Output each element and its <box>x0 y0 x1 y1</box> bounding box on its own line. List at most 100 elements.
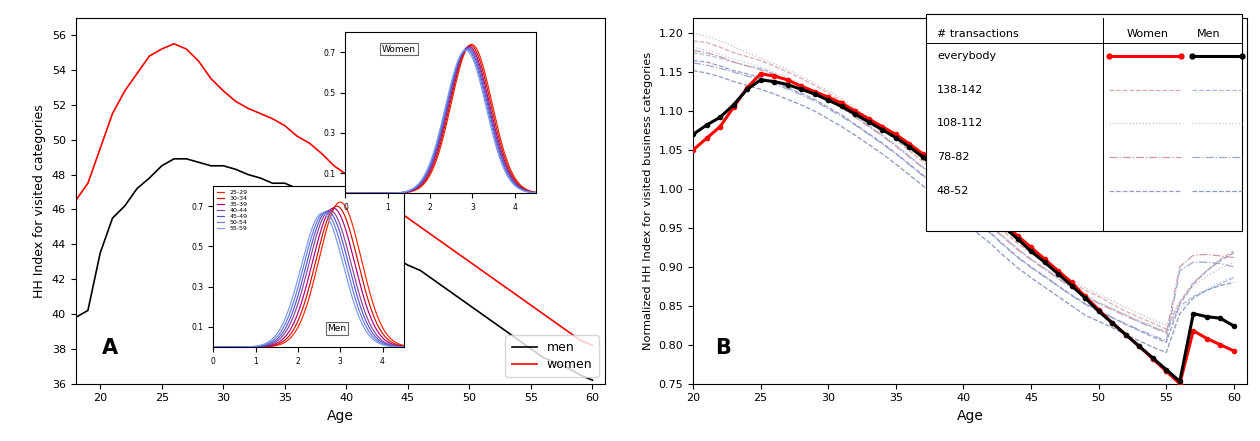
men <box>166 156 181 161</box>
women <box>302 141 318 146</box>
Text: Men: Men <box>1197 29 1221 39</box>
men <box>265 180 280 186</box>
women <box>215 88 231 93</box>
men <box>215 163 231 168</box>
X-axis label: Age: Age <box>326 409 354 423</box>
women <box>68 198 83 203</box>
women <box>499 285 514 291</box>
men <box>241 172 256 177</box>
men <box>117 203 132 209</box>
women <box>265 116 280 121</box>
men <box>375 250 391 256</box>
women <box>253 111 268 116</box>
men <box>486 320 501 325</box>
men <box>314 207 329 212</box>
Text: 78-82: 78-82 <box>937 152 969 162</box>
women <box>450 250 465 256</box>
Text: Women: Women <box>1126 29 1168 39</box>
men <box>154 163 169 168</box>
men <box>561 365 576 370</box>
women <box>105 111 120 116</box>
men <box>548 360 563 366</box>
women <box>142 53 158 59</box>
men <box>290 186 305 191</box>
men <box>388 255 403 261</box>
women <box>401 216 416 221</box>
women <box>572 337 587 343</box>
men <box>130 186 145 191</box>
women <box>228 99 243 104</box>
men <box>179 156 194 161</box>
Text: 138-142: 138-142 <box>937 85 983 94</box>
women <box>352 180 367 186</box>
women <box>93 146 108 151</box>
women <box>425 233 440 238</box>
women <box>154 46 169 52</box>
women <box>523 303 538 308</box>
women <box>326 163 341 168</box>
women <box>412 224 427 229</box>
women <box>548 320 563 325</box>
Text: 108-112: 108-112 <box>937 118 983 128</box>
men <box>253 176 268 181</box>
Text: # transactions: # transactions <box>937 29 1018 39</box>
men <box>326 216 341 221</box>
men <box>192 160 207 165</box>
men <box>352 233 367 238</box>
men <box>339 224 354 229</box>
men <box>412 268 427 273</box>
men <box>523 346 538 351</box>
women <box>339 172 354 177</box>
women <box>277 123 292 128</box>
women <box>585 343 600 348</box>
men <box>499 329 514 334</box>
women <box>512 294 527 299</box>
Bar <box>926 14 1242 231</box>
Text: everybody: everybody <box>937 51 997 61</box>
women <box>375 198 391 203</box>
Line: men: men <box>76 159 592 380</box>
women <box>462 259 478 264</box>
men <box>536 355 551 360</box>
women <box>388 207 403 212</box>
men <box>142 176 158 181</box>
women <box>179 46 194 52</box>
Y-axis label: HH Index for visited categories: HH Index for visited categories <box>33 104 47 298</box>
men <box>277 180 292 186</box>
women <box>130 71 145 76</box>
women <box>241 106 256 111</box>
Legend: men, women: men, women <box>505 335 598 377</box>
women <box>474 268 489 273</box>
men <box>572 372 587 377</box>
men <box>585 377 600 383</box>
men <box>437 285 452 291</box>
Line: women: women <box>76 44 592 345</box>
men <box>462 303 478 308</box>
Y-axis label: Normalized HH Index for visited business categories: Normalized HH Index for visited business… <box>643 52 653 350</box>
Text: 48-52: 48-52 <box>937 186 969 195</box>
women <box>437 242 452 247</box>
men <box>105 216 120 221</box>
men <box>203 163 218 168</box>
women <box>536 311 551 317</box>
women <box>486 277 501 282</box>
women <box>290 134 305 139</box>
women <box>314 151 329 156</box>
men <box>401 262 416 268</box>
women <box>166 41 181 46</box>
men <box>474 311 489 317</box>
men <box>512 337 527 343</box>
men <box>363 242 378 247</box>
men <box>93 250 108 256</box>
Text: A: A <box>102 338 118 358</box>
women <box>363 189 378 194</box>
men <box>450 294 465 299</box>
women <box>203 76 218 81</box>
men <box>81 308 96 313</box>
Text: B: B <box>716 338 731 358</box>
women <box>117 88 132 93</box>
men <box>68 315 83 320</box>
women <box>192 59 207 64</box>
men <box>228 167 243 172</box>
women <box>81 180 96 186</box>
